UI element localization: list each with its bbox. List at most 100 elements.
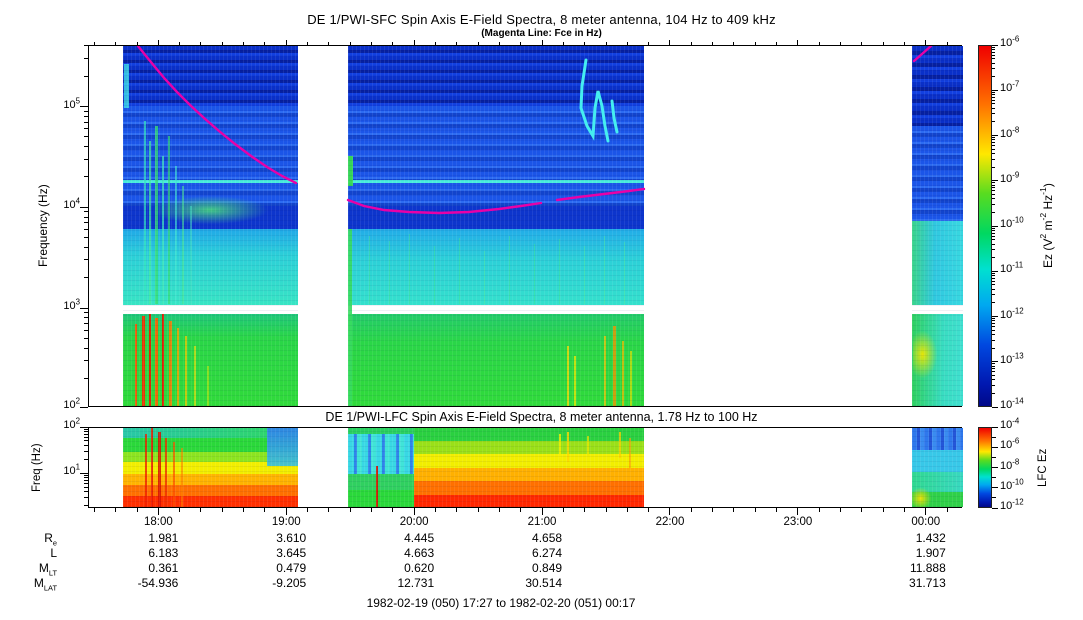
- spectrogram-data-block: [912, 46, 963, 406]
- spectral-band: [414, 468, 644, 481]
- vertical-streak: [376, 466, 378, 507]
- spectral-band: [123, 305, 298, 314]
- spectral-band: [123, 314, 298, 406]
- spectral-band: [414, 441, 644, 454]
- colorbar-minor-tick: [992, 51, 995, 53]
- time-tick-label: 20:00: [399, 516, 429, 528]
- vertical-streak: [177, 328, 179, 406]
- colorbar-minor-tick: [992, 54, 995, 56]
- time-minor-tick-top: [477, 42, 479, 45]
- time-minor-tick-top: [818, 42, 820, 45]
- colorbar-minor-tick: [992, 275, 995, 277]
- y-minor-tick: [84, 277, 88, 279]
- time-minor-tick: [349, 508, 351, 512]
- spectral-band: [123, 496, 298, 507]
- colorbar-tick: [992, 270, 998, 272]
- vertical-streak: [613, 326, 616, 406]
- colorbar-minor-tick: [992, 384, 995, 386]
- vertical-streak: [434, 246, 435, 304]
- spectral-band: [348, 229, 644, 305]
- colorbar-minor-tick: [992, 158, 995, 160]
- vertical-streak: [155, 126, 158, 304]
- time-minor-tick-top: [903, 42, 905, 45]
- y-major-tick: [80, 472, 88, 474]
- y-tick-label: 102: [63, 396, 80, 411]
- time-minor-tick: [307, 508, 309, 512]
- orbit-value: 0.479: [276, 561, 307, 575]
- colorbar-minor-tick: [992, 99, 995, 101]
- colorbar-minor-tick: [992, 193, 995, 195]
- time-minor-tick: [861, 508, 863, 512]
- orbit-value: 4.658: [532, 531, 563, 545]
- colorbar-minor-tick: [992, 284, 995, 286]
- time-minor-tick: [562, 508, 564, 512]
- time-minor-tick: [456, 508, 458, 512]
- spectral-band: [414, 495, 644, 507]
- exponent: 1: [75, 462, 80, 472]
- y-minor-tick: [84, 458, 88, 460]
- colorbar-tick: [992, 426, 998, 428]
- time-minor-tick: [93, 508, 95, 512]
- vertical-streak: [173, 442, 175, 507]
- vertical-streak: [162, 314, 164, 406]
- time-minor-tick: [392, 508, 394, 512]
- time-minor-tick: [434, 508, 436, 512]
- time-minor-tick: [498, 508, 500, 512]
- colorbar-tick: [992, 436, 996, 438]
- colorbar-minor-tick: [992, 249, 995, 251]
- time-minor-tick-top: [264, 42, 266, 45]
- vertical-streak: [145, 434, 147, 507]
- vertical-streak: [604, 236, 605, 304]
- y-minor-tick: [84, 312, 88, 314]
- spectrogram-data-block: [348, 428, 414, 507]
- colorbar-minor-tick: [992, 153, 995, 154]
- subscript: LT: [48, 568, 57, 578]
- y-minor-tick: [84, 246, 88, 248]
- colorbar-minor-tick: [992, 142, 995, 143]
- exponent: -4: [1012, 416, 1020, 426]
- time-tick-label: 23:00: [783, 516, 813, 528]
- time-minor-tick: [946, 508, 948, 512]
- colorbar-tick: [992, 446, 998, 448]
- time-minor-tick-top: [520, 42, 522, 45]
- time-minor-tick: [605, 508, 607, 512]
- colorbar-minor-tick: [992, 198, 995, 200]
- y-tick-label: 103: [63, 297, 80, 312]
- time-minor-tick: [818, 508, 820, 512]
- colorbar-minor-tick: [992, 137, 995, 139]
- vertical-streak: [622, 341, 624, 406]
- y-minor-tick: [84, 323, 88, 325]
- time-minor-tick: [690, 508, 692, 512]
- time-minor-tick-top: [136, 42, 138, 45]
- time-minor-tick: [264, 508, 266, 512]
- time-minor-tick: [648, 508, 650, 512]
- spectral-band: [348, 314, 644, 406]
- spectral-band: [348, 490, 414, 507]
- vertical-streak: [190, 206, 192, 304]
- y-minor-tick: [84, 477, 88, 479]
- exponent: -14: [1012, 396, 1024, 406]
- y-minor-tick: [84, 58, 88, 60]
- colorbar-tick: [992, 507, 998, 509]
- spectral-band: [414, 454, 644, 468]
- colorbar-minor-tick: [992, 94, 995, 96]
- time-minor-tick: [839, 508, 841, 512]
- time-tick-label: 18:00: [143, 516, 173, 528]
- y-minor-tick: [84, 436, 88, 438]
- y-minor-tick: [84, 444, 88, 446]
- y-minor-tick: [84, 222, 88, 224]
- spectral-band: [348, 474, 414, 490]
- time-minor-tick: [371, 508, 373, 512]
- vertical-streak: [389, 241, 390, 304]
- y-minor-tick: [84, 259, 88, 261]
- colorbar-tick: [992, 477, 996, 479]
- noise-texture: [348, 428, 414, 507]
- vertical-streak: [144, 121, 146, 304]
- spectral-band: [912, 472, 963, 492]
- time-minor-tick: [882, 508, 884, 512]
- colorbar-minor-tick: [992, 347, 995, 349]
- colorbar-minor-tick: [992, 339, 995, 341]
- colorbar-tick-label: 10-6: [1000, 34, 1020, 49]
- vertical-streak: [567, 432, 569, 462]
